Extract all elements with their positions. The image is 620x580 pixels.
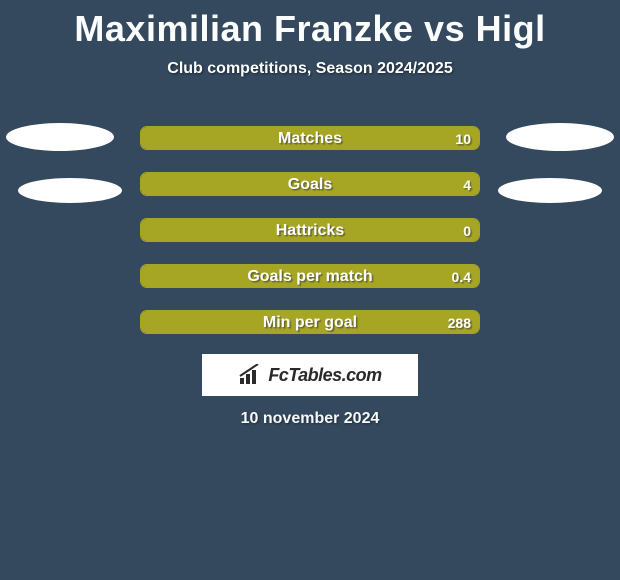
subtitle: Club competitions, Season 2024/2025 bbox=[0, 60, 620, 78]
bar-hattricks: Hattricks 0 bbox=[140, 218, 480, 242]
date-label: 10 november 2024 bbox=[0, 410, 620, 428]
bar-label: Goals per match bbox=[141, 265, 479, 288]
bar-value: 288 bbox=[448, 311, 471, 334]
bar-label: Goals bbox=[141, 173, 479, 196]
bar-value: 0.4 bbox=[452, 265, 471, 288]
avatar-right-2 bbox=[498, 178, 602, 203]
bar-value: 0 bbox=[463, 219, 471, 242]
comparison-bars: Matches 10 Goals 4 Hattricks 0 Goals per… bbox=[140, 126, 480, 356]
bar-label: Hattricks bbox=[141, 219, 479, 242]
bar-label: Matches bbox=[141, 127, 479, 150]
bar-value: 10 bbox=[455, 127, 471, 150]
page-title: Maximilian Franzke vs Higl bbox=[0, 0, 620, 50]
bar-min-per-goal: Min per goal 288 bbox=[140, 310, 480, 334]
fctables-logo: FcTables.com bbox=[202, 354, 418, 396]
bar-goals-per-match: Goals per match 0.4 bbox=[140, 264, 480, 288]
bar-label: Min per goal bbox=[141, 311, 479, 334]
logo-text: FcTables.com bbox=[268, 365, 381, 386]
bar-value: 4 bbox=[463, 173, 471, 196]
chart-icon bbox=[238, 364, 262, 386]
avatar-right-1 bbox=[506, 123, 614, 151]
avatar-left-1 bbox=[6, 123, 114, 151]
avatar-left-2 bbox=[18, 178, 122, 203]
bar-goals: Goals 4 bbox=[140, 172, 480, 196]
bar-matches: Matches 10 bbox=[140, 126, 480, 150]
